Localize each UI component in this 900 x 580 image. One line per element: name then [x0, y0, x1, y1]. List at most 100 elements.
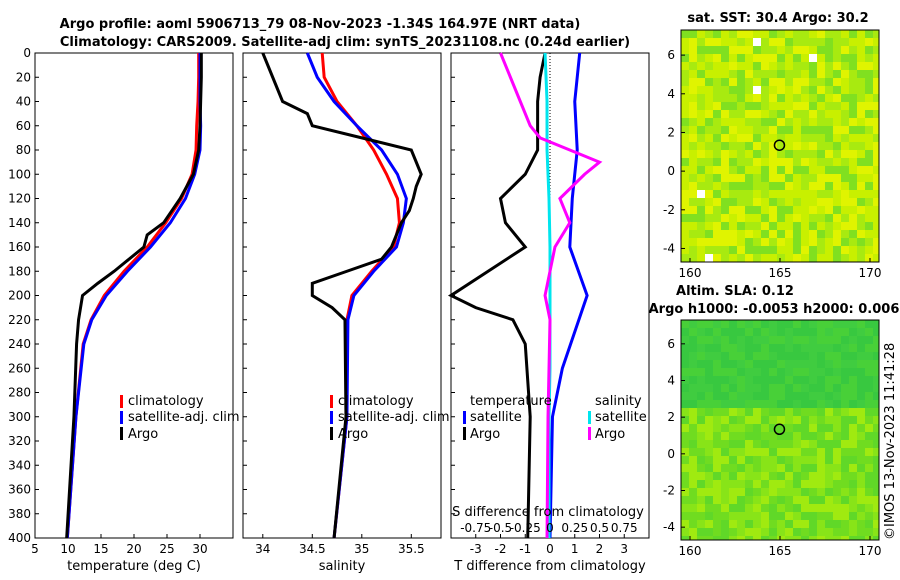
map-cell [833, 400, 841, 408]
map-cell [777, 86, 785, 94]
map-cell [849, 368, 857, 376]
map-cell [865, 448, 873, 456]
y-tick-label: 100 [8, 167, 31, 181]
map-cell [809, 328, 817, 336]
map-cell [849, 440, 857, 448]
map-cell [769, 230, 777, 238]
legend-swatch-argo [120, 427, 123, 440]
map-cell [857, 328, 865, 336]
map-cell [681, 408, 689, 416]
map-cell [841, 222, 849, 230]
map-cell [873, 166, 879, 174]
map-cell [753, 320, 761, 328]
map-cell [769, 118, 777, 126]
map-cell [689, 392, 697, 400]
map-cell [833, 408, 841, 416]
map-cell [689, 134, 697, 142]
map-cell [721, 352, 729, 360]
map-cell [681, 46, 689, 54]
map-cell [873, 94, 879, 102]
map-cell [745, 464, 753, 472]
map-cell [689, 214, 697, 222]
map-cell [681, 222, 689, 230]
map-cell [785, 158, 793, 166]
map-cell [713, 246, 721, 254]
map-cell [801, 78, 809, 86]
map-cell [873, 238, 879, 246]
map-cell [809, 102, 817, 110]
map-cell [681, 102, 689, 110]
map-cell [825, 448, 833, 456]
map-cell [689, 336, 697, 344]
map-cell [857, 214, 865, 222]
map-cell [809, 480, 817, 488]
map-cell [793, 246, 801, 254]
map-cell [681, 488, 689, 496]
map-cell [761, 222, 769, 230]
map-cell [745, 344, 753, 352]
map-cell [697, 376, 705, 384]
map-cell [849, 254, 857, 262]
map-cell [849, 206, 857, 214]
map-cell [705, 118, 713, 126]
map-cell [705, 480, 713, 488]
map-cell [849, 320, 857, 328]
map-cell [721, 408, 729, 416]
map-cell [873, 190, 879, 198]
map-cell [817, 134, 825, 142]
map-cell [697, 222, 705, 230]
map-cell [737, 78, 745, 86]
map-cell [729, 512, 737, 520]
map-cell [809, 392, 817, 400]
x2-tick-label: 0.25 [561, 521, 588, 535]
map-cell [801, 230, 809, 238]
map-cell [769, 384, 777, 392]
map-cell [841, 190, 849, 198]
map-cell [753, 102, 761, 110]
map-cell [713, 94, 721, 102]
map-cell [857, 182, 865, 190]
map-cell [769, 336, 777, 344]
map-cell [865, 38, 873, 46]
map-cell [721, 432, 729, 440]
map-cell [689, 480, 697, 488]
map-cell [689, 416, 697, 424]
map-cell [753, 368, 761, 376]
map-cell [857, 504, 865, 512]
map-cell [761, 150, 769, 158]
map-cell [697, 102, 705, 110]
map-cell [841, 328, 849, 336]
x-axis-label: salinity [319, 559, 366, 574]
map-cell [801, 384, 809, 392]
map-cell [809, 222, 817, 230]
map-cell [841, 158, 849, 166]
map-cell [793, 352, 801, 360]
header-line1: Argo profile: aoml 5906713_79 08-Nov-202… [60, 17, 581, 32]
map-cell [873, 352, 879, 360]
map-cell [865, 520, 873, 528]
map-cell [809, 320, 817, 328]
map-cell [841, 504, 849, 512]
y-tick-label: 260 [8, 361, 31, 375]
map-cell [849, 416, 857, 424]
map-cell [689, 400, 697, 408]
map-cell [737, 94, 745, 102]
legend-swatch-climatology [120, 395, 123, 408]
map-cell [769, 166, 777, 174]
map-cell [793, 46, 801, 54]
map-cell [865, 464, 873, 472]
map-cell [729, 214, 737, 222]
map-cell [729, 86, 737, 94]
map-cell [785, 62, 793, 70]
map-cell [785, 70, 793, 78]
map-cell [721, 166, 729, 174]
map-cell [697, 134, 705, 142]
map-cell [753, 46, 761, 54]
map-cell [705, 158, 713, 166]
map-cell [801, 416, 809, 424]
map-y-tick-label: 4 [667, 374, 675, 388]
map-cell [793, 150, 801, 158]
map-cell [793, 94, 801, 102]
map-cell [873, 344, 879, 352]
